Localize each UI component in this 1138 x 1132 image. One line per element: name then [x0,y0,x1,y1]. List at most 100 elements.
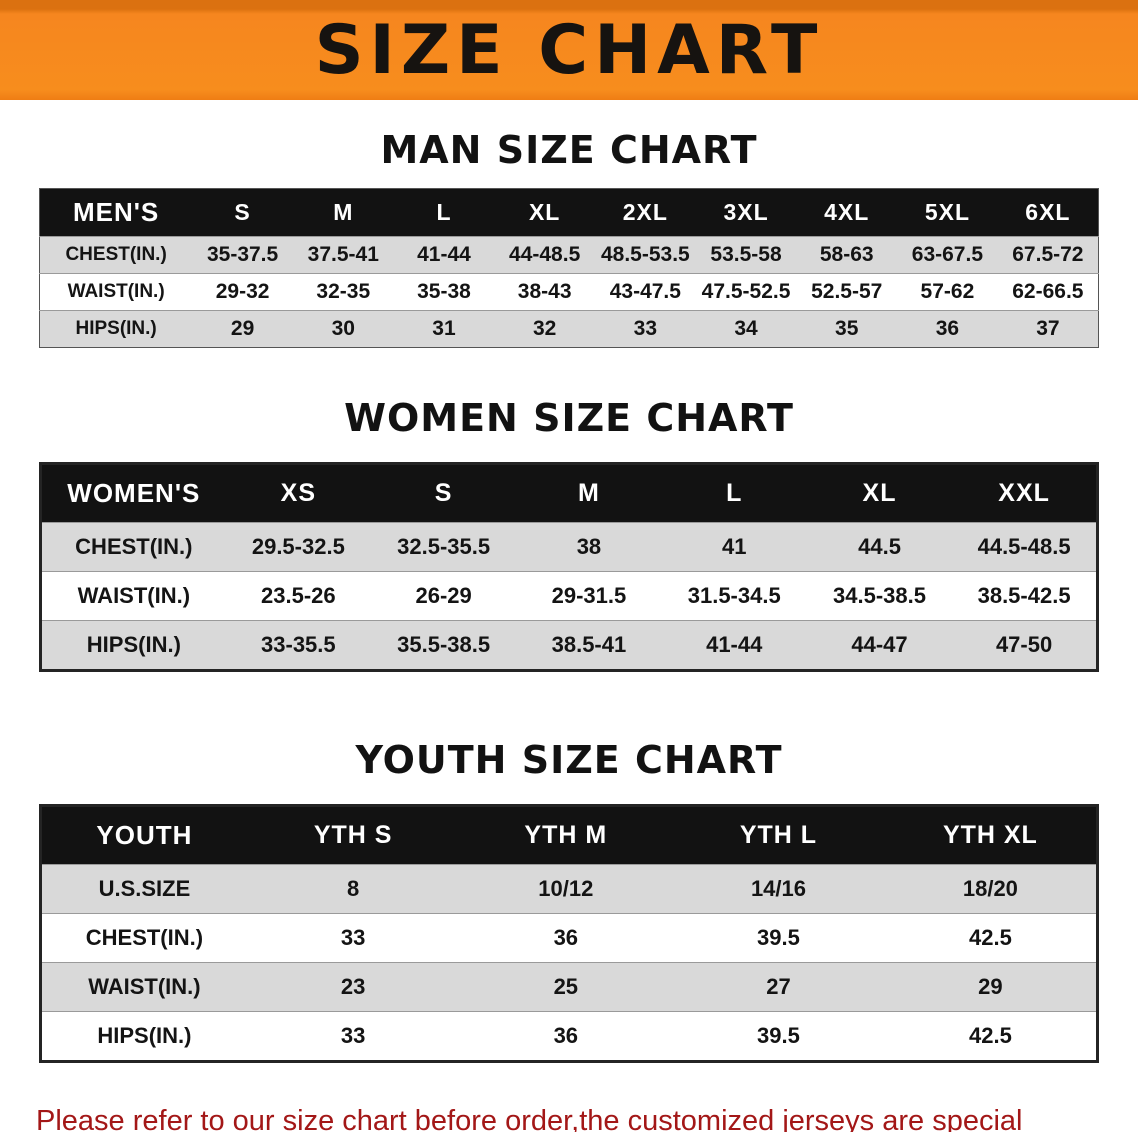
size-cell: 39.5 [672,1011,885,1062]
table-header-row: MEN'S S M L XL 2XL 3XL 4XL 5XL 6XL [39,188,1099,237]
size-cell: 48.5-53.5 [595,236,696,274]
size-cell: 32-35 [292,273,394,311]
column-header: L [393,188,495,237]
column-header: M [292,188,394,237]
size-cell: 38 [516,522,662,572]
table-corner-label: YOUTH [40,805,247,865]
size-cell: 37.5-41 [292,236,394,274]
size-cell: 27 [672,962,885,1012]
column-header: XXL [952,463,1098,523]
size-cell: 8 [246,864,460,914]
size-cell: 36 [897,310,998,348]
column-header: S [192,188,293,237]
column-header: YTH L [672,805,885,865]
size-cell: 32 [494,310,595,348]
size-cell: 35 [796,310,898,348]
size-cell: 39.5 [672,913,885,963]
row-label: CHEST(IN.) [40,522,226,572]
size-cell: 33-35.5 [225,620,371,671]
column-header: YTH S [246,805,460,865]
column-header: S [370,463,517,523]
column-header: 6XL [997,188,1099,237]
table-corner-label: WOMEN'S [40,463,226,523]
size-cell: 29-31.5 [516,571,662,621]
row-label: HIPS(IN.) [39,310,193,348]
size-cell: 38.5-41 [516,620,662,671]
size-cell: 29.5-32.5 [225,522,371,572]
size-cell: 18/20 [884,864,1098,914]
row-label: WAIST(IN.) [39,273,193,311]
size-cell: 42.5 [884,1011,1098,1062]
disclaimer: Please refer to our size chart before or… [0,1099,1138,1132]
size-cell: 23 [246,962,460,1012]
column-header: 2XL [595,188,696,237]
column-header: XL [806,463,953,523]
table-row: CHEST(IN.) 33 36 39.5 42.5 [40,913,1098,963]
table-row: HIPS(IN.) 29 30 31 32 33 34 35 36 37 [39,310,1099,348]
table-header-row: YOUTH YTH S YTH M YTH L YTH XL [40,805,1098,865]
row-label: CHEST(IN.) [39,236,193,274]
banner: SIZE CHART [0,0,1138,100]
size-cell: 33 [246,1011,460,1062]
size-cell: 29 [884,962,1098,1012]
size-cell: 42.5 [884,913,1098,963]
size-cell: 36 [459,913,673,963]
row-label: HIPS(IN.) [40,620,226,671]
youth-size-section: YOUTH SIZE CHART YOUTH YTH S YTH M YTH L YTH… [0,738,1138,1063]
table-row: HIPS(IN.) 33-35.5 35.5-38.5 38.5-41 41-44 44-… [40,620,1098,671]
column-header: XS [225,463,371,523]
table-row: WAIST(IN.) 29-32 32-35 35-38 38-43 43-47.5 47.… [39,273,1099,311]
size-cell: 30 [292,310,394,348]
table-corner-label: MEN'S [39,188,193,237]
table-row: WAIST(IN.) 23 25 27 29 [40,962,1098,1012]
row-label: U.S.SIZE [40,864,247,914]
size-cell: 53.5-58 [695,236,797,274]
size-cell: 47.5-52.5 [695,273,797,311]
table-header-row: WOMEN'S XS S M L XL XXL [40,463,1098,523]
column-header: 4XL [796,188,898,237]
column-header: YTH M [459,805,673,865]
table-row: CHEST(IN.) 29.5-32.5 32.5-35.5 38 41 44.5 44.5… [40,522,1098,572]
size-cell: 35.5-38.5 [370,620,517,671]
column-header: 5XL [897,188,998,237]
size-cell: 36 [459,1011,673,1062]
size-cell: 32.5-35.5 [370,522,517,572]
size-cell: 34 [695,310,797,348]
column-header: M [516,463,662,523]
size-cell: 57-62 [897,273,998,311]
disclaimer-line-1: Please refer to our size chart before or… [36,1105,1023,1132]
size-cell: 58-63 [796,236,898,274]
size-cell: 37 [997,310,1099,348]
size-cell: 41-44 [661,620,807,671]
row-label: CHEST(IN.) [40,913,247,963]
women-chart-heading: WOMEN SIZE CHART [344,396,794,440]
column-header: XL [494,188,595,237]
size-cell: 33 [246,913,460,963]
size-cell: 38-43 [494,273,595,311]
size-cell: 23.5-26 [225,571,371,621]
column-header: L [661,463,807,523]
size-cell: 67.5-72 [997,236,1099,274]
men-size-table: MEN'S S M L XL 2XL 3XL 4XL 5XL 6XL CHEST(IN.) 35-37… [39,188,1099,348]
column-header: 3XL [695,188,797,237]
table-row: U.S.SIZE 8 10/12 14/16 18/20 [40,864,1098,914]
size-cell: 35-38 [393,273,495,311]
men-size-section: MAN SIZE CHART MEN'S S M L XL 2XL 3XL 4XL 5XL 6XL… [0,128,1138,348]
size-cell: 26-29 [370,571,517,621]
size-cell: 44.5-48.5 [952,522,1098,572]
women-size-table: WOMEN'S XS S M L XL XXL CHEST(IN.) 29.5-32.5 32.5… [39,462,1099,672]
table-row: WAIST(IN.) 23.5-26 26-29 29-31.5 31.5-34.5 34… [40,571,1098,621]
size-cell: 41-44 [393,236,495,274]
size-cell: 47-50 [952,620,1098,671]
size-cell: 52.5-57 [796,273,898,311]
size-cell: 14/16 [672,864,885,914]
size-cell: 44.5 [806,522,953,572]
column-header: YTH XL [884,805,1098,865]
size-cell: 44-47 [806,620,953,671]
size-cell: 31.5-34.5 [661,571,807,621]
page-title: SIZE CHART [314,10,824,90]
size-cell: 33 [595,310,696,348]
size-cell: 38.5-42.5 [952,571,1098,621]
size-cell: 29-32 [192,273,293,311]
